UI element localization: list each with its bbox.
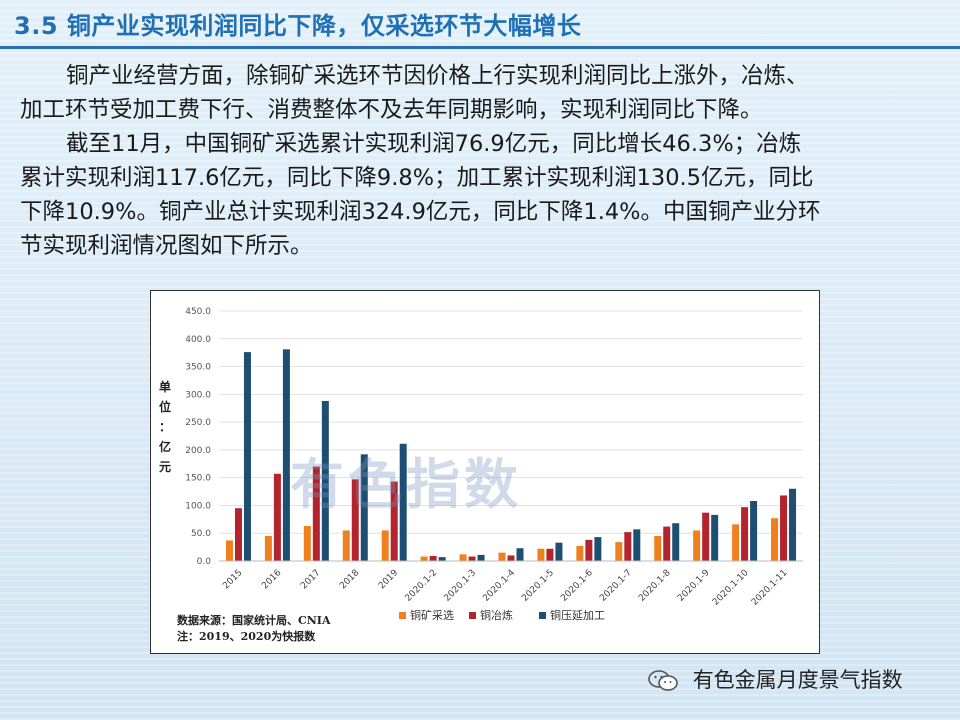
legend-swatch	[539, 612, 546, 619]
x-tick-label: 2015	[221, 568, 244, 591]
legend-label: 铜冶炼	[480, 608, 513, 622]
bar	[321, 401, 329, 561]
x-tick-label: 2018	[338, 568, 361, 591]
legend-label: 铜压延加工	[550, 608, 605, 622]
bar	[234, 508, 242, 561]
page-title: 3.5 铜产业实现利润同比下降，仅采选环节大幅增长	[14, 12, 582, 40]
bar	[516, 548, 524, 561]
paragraph-line: 累计实现利润117.6亿元，同比下降9.8%；加工累计实现利润130.5亿元，同…	[20, 165, 814, 191]
bar	[654, 536, 662, 561]
chart-note: 注：2019、2020为快报数	[177, 629, 316, 643]
paragraph-line: 铜产业经营方面，除铜矿采选环节因价格上行实现利润同比上涨外，冶炼、	[66, 63, 809, 89]
x-tick-label: 2020.1-11	[750, 568, 790, 608]
bar	[498, 552, 506, 561]
bar	[468, 556, 476, 561]
y-axis-label-char: ：	[159, 420, 171, 434]
bar	[594, 537, 602, 561]
bar	[537, 548, 545, 561]
bar	[429, 556, 437, 561]
bar	[741, 507, 749, 561]
bar	[750, 501, 758, 561]
x-tick-label: 2020.1-6	[559, 568, 595, 604]
bar	[780, 495, 788, 561]
y-tick-label: 50.0	[191, 529, 211, 539]
bar	[672, 523, 680, 561]
bar	[633, 529, 641, 561]
bar	[711, 514, 719, 561]
source-note: 数据来源：国家统计局、CNIA	[177, 613, 331, 627]
y-tick-label: 250.0	[185, 418, 211, 428]
x-tick-label: 2020.1-4	[481, 568, 517, 604]
bar	[381, 530, 389, 561]
x-tick-label: 2019	[377, 568, 400, 591]
legend-swatch	[469, 612, 476, 619]
x-tick-label: 2016	[260, 568, 283, 591]
y-tick-label: 0.0	[197, 557, 212, 567]
y-axis-label-char: 元	[159, 460, 171, 474]
bar	[576, 546, 584, 561]
x-tick-label: 2020.1-8	[637, 568, 673, 604]
y-tick-label: 350.0	[185, 363, 211, 373]
paragraph-line: 下降10.9%。铜产业总计实现利润324.9亿元，同比下降1.4%。中国铜产业分…	[20, 199, 821, 225]
footer-brand: 有色金属月度景气指数	[648, 664, 903, 694]
x-tick-label: 2020.1-7	[598, 568, 634, 604]
x-tick-label: 2020.1-2	[404, 568, 440, 604]
bar	[399, 443, 407, 561]
legend-swatch	[399, 612, 406, 619]
bar	[732, 524, 740, 561]
bar	[546, 548, 554, 561]
y-tick-label: 100.0	[185, 501, 211, 511]
bar	[624, 532, 632, 561]
bar	[693, 530, 701, 561]
bar	[420, 556, 428, 561]
bar	[243, 352, 251, 561]
bar	[312, 466, 320, 561]
paragraph-2: 截至11月，中国铜矿采选累计实现利润76.9亿元，同比增长46.3%；冶炼 累计…	[20, 127, 945, 263]
chart-container: 0.0 50.0 100.0 150.0 200.0 250.0 300.0 350.0 400…	[150, 290, 820, 654]
x-tick-label: 2020.1-9	[676, 568, 712, 604]
wechat-icon	[648, 670, 678, 692]
bar	[303, 526, 311, 561]
bar	[264, 536, 272, 561]
bar	[507, 555, 515, 561]
bar	[789, 488, 797, 561]
bar	[225, 540, 233, 561]
y-tick-label: 300.0	[185, 390, 211, 400]
x-tick-label: 2020.1-3	[443, 568, 479, 604]
bar	[459, 554, 467, 561]
bar	[360, 454, 368, 561]
paragraph-line: 加工环节受加工费下行、消费整体不及去年同期影响，实现利润同比下降。	[20, 97, 763, 123]
y-tick-label: 450.0	[185, 307, 211, 317]
bar	[771, 518, 779, 561]
watermark: 有色指数	[290, 453, 522, 516]
y-axis-label-char: 亿	[159, 439, 171, 454]
bar	[351, 479, 359, 561]
y-tick-label: 400.0	[185, 335, 211, 345]
bar	[282, 349, 290, 561]
x-tick-label: 2020.1-10	[711, 568, 751, 608]
y-axis-label-char: 单	[159, 379, 171, 394]
y-axis-label-char: 位	[159, 399, 171, 414]
bar	[663, 526, 671, 561]
paragraph-1: 铜产业经营方面，除铜矿采选环节因价格上行实现利润同比上涨外，冶炼、 加工环节受加…	[20, 59, 945, 127]
bar	[555, 542, 563, 561]
bar	[477, 554, 485, 561]
bar	[702, 512, 710, 561]
x-tick-label: 2017	[299, 568, 322, 591]
bar	[273, 473, 281, 561]
paragraph-line: 截至11月，中国铜矿采选累计实现利润76.9亿元，同比增长46.3%；冶炼	[66, 131, 802, 157]
x-tick-label: 2020.1-5	[520, 568, 556, 604]
bar	[342, 530, 350, 561]
legend-label: 铜矿采选	[410, 608, 454, 622]
bar-chart: 0.0 50.0 100.0 150.0 200.0 250.0 300.0 350.0 400…	[159, 307, 803, 643]
bar	[585, 539, 593, 561]
bar	[615, 542, 623, 561]
bar	[438, 557, 446, 561]
title-bar: 3.5 铜产业实现利润同比下降，仅采选环节大幅增长	[0, 0, 960, 49]
bar	[390, 481, 398, 561]
footer-brand-label: 有色金属月度景气指数	[692, 668, 903, 692]
y-tick-label: 200.0	[185, 446, 211, 456]
y-tick-label: 150.0	[185, 474, 211, 484]
paragraph-line: 节实现利润情况图如下所示。	[20, 233, 313, 259]
